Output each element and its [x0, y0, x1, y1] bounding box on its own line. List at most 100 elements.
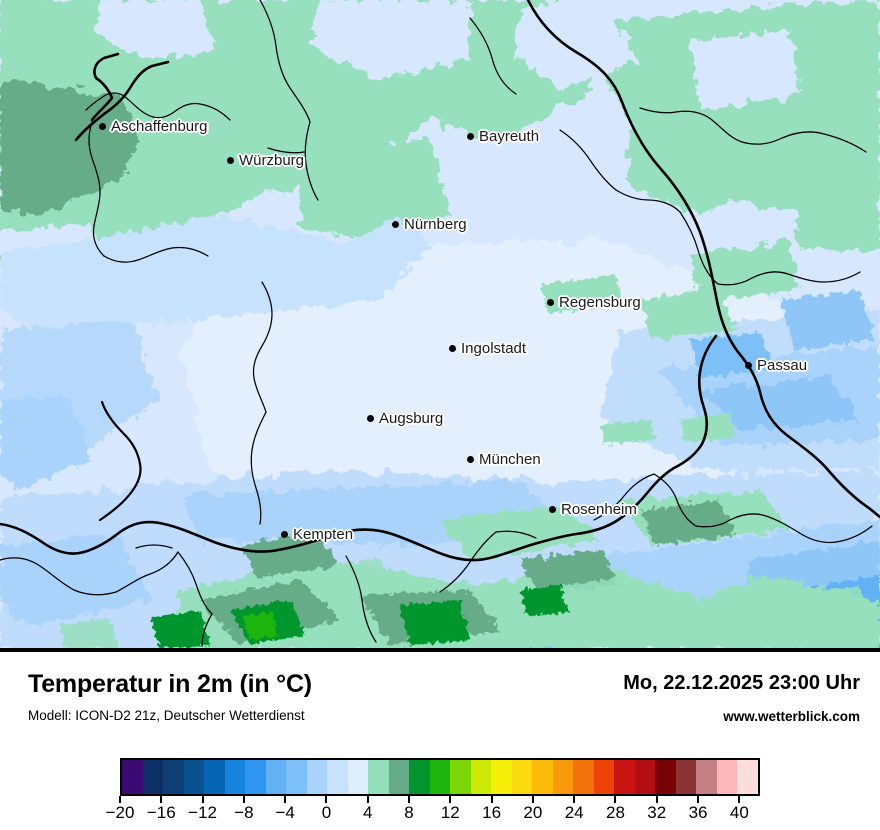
colorbar-swatch	[142, 760, 164, 794]
city-marker: Augsburg	[367, 411, 443, 426]
colorbar-tick-label: 32	[647, 803, 667, 822]
colorbar-swatch	[614, 760, 635, 794]
colorbar-tick-label: 16	[482, 803, 502, 822]
colorbar-tick-label: 20	[523, 803, 543, 822]
temperature-field	[0, 0, 880, 650]
colorbar-tick	[531, 796, 534, 803]
colorbar-tick	[119, 796, 121, 803]
colorbar-swatch	[388, 760, 410, 794]
colorbar-tick	[697, 796, 700, 803]
colorbar-tick	[614, 796, 617, 803]
city-label: Aschaffenburg	[111, 118, 208, 135]
colorbar-swatch	[183, 760, 205, 794]
colorbar-swatch	[593, 760, 615, 794]
city-label: Augsburg	[379, 410, 444, 427]
colorbar-tick-label: 24	[564, 803, 584, 822]
colorbar-swatch	[470, 760, 492, 794]
city-marker: Würzburg	[227, 153, 304, 168]
colorbar-swatch	[265, 760, 287, 794]
colorbar-swatch	[655, 760, 676, 794]
colorbar-swatch	[306, 760, 328, 794]
colorbar-tick-label: −16	[146, 803, 176, 822]
colorbar-swatch	[716, 760, 738, 794]
city-label: Würzburg	[239, 152, 305, 169]
colorbar-tick-label: −8	[234, 803, 254, 822]
city-dot-icon	[547, 299, 554, 306]
colorbar-swatch	[573, 760, 594, 794]
city-label: Kempten	[293, 526, 354, 543]
colorbar-tick-label: −20	[105, 803, 135, 822]
colorbar-swatch	[450, 760, 471, 794]
colorbar-swatch	[737, 760, 758, 794]
city-dot-icon	[281, 531, 288, 538]
city-dot-icon	[745, 362, 752, 369]
city-dot-icon	[227, 157, 234, 164]
colorbar-tick-label: 8	[404, 803, 414, 822]
colorbar-tick	[201, 796, 204, 803]
model-subtitle: Modell: ICON-D2 21z, Deutscher Wetterdie…	[28, 708, 305, 723]
colorbar-swatch	[511, 760, 533, 794]
city-marker: Ingolstadt	[449, 341, 526, 356]
colorbar-swatch	[552, 760, 574, 794]
city-label: Rosenheim	[561, 501, 637, 518]
page-title: Temperatur in 2m (in °C)	[28, 670, 312, 698]
colorbar-tick-label: 0	[321, 803, 332, 822]
city-marker: Kempten	[281, 527, 353, 542]
colorbar-ticks	[119, 796, 760, 803]
colorbar-swatch	[163, 760, 184, 794]
colorbar-swatch	[491, 760, 512, 794]
colorbar-swatch	[368, 760, 389, 794]
colorbar-tick-label: 4	[363, 803, 373, 822]
valid-timestamp: Mo, 22.12.2025 23:00 Uhr	[623, 672, 860, 694]
colorbar-tick-label: −12	[188, 803, 217, 822]
colorbar-tick	[284, 796, 287, 803]
colorbar-tick	[655, 796, 658, 803]
colorbar-tick	[490, 796, 493, 803]
city-label: Ingolstadt	[461, 340, 527, 357]
colorbar-swatch	[286, 760, 307, 794]
city-dot-icon	[467, 456, 474, 463]
map-footer: Temperatur in 2m (in °C) Modell: ICON-D2…	[0, 652, 880, 762]
colorbar-tick	[366, 796, 369, 803]
colorbar-tick	[242, 796, 245, 803]
colorbar-tick	[449, 796, 452, 803]
temperature-map[interactable]: Aschaffenburg Würzburg Bayreuth Nürnberg Reg…	[0, 0, 880, 652]
colorbar-tick-label: 40	[729, 803, 749, 822]
city-marker: Aschaffenburg	[99, 119, 207, 134]
colorbar-tick	[160, 796, 163, 803]
colorbar-tick	[325, 796, 328, 803]
city-marker: Nürnberg	[392, 217, 467, 232]
colorbar-swatch	[224, 760, 246, 794]
colorbar-swatch	[409, 760, 430, 794]
city-marker: Rosenheim	[549, 502, 637, 517]
city-marker: Regensburg	[547, 295, 641, 310]
website-credit: www.wetterblick.com	[723, 709, 860, 724]
city-dot-icon	[467, 133, 474, 140]
city-dot-icon	[367, 415, 374, 422]
colorbar-tick-label: 36	[688, 803, 708, 822]
city-marker: Bayreuth	[467, 129, 539, 144]
colorbar-swatch	[122, 760, 143, 794]
colorbar-swatch	[327, 760, 348, 794]
colorbar-swatches	[120, 758, 760, 796]
city-dot-icon	[99, 123, 106, 130]
colorbar-swatch	[347, 760, 369, 794]
colorbar-tick-label: 28	[606, 803, 625, 822]
colorbar-swatch	[245, 760, 266, 794]
colorbar-swatch	[675, 760, 697, 794]
city-dot-icon	[392, 221, 399, 228]
colorbar-swatch	[634, 760, 656, 794]
temperature-colorbar: −20 −16 −12 −8 −4 0 4 8 12 16 20 24 28 32 36 40	[0, 752, 880, 830]
city-label: Passau	[757, 357, 808, 374]
colorbar-swatch	[532, 760, 553, 794]
city-label: Nürnberg	[404, 216, 467, 233]
city-label: München	[479, 451, 541, 468]
colorbar-tick-label: −4	[275, 803, 295, 822]
city-marker: Passau	[745, 358, 807, 373]
city-label: Regensburg	[559, 294, 641, 311]
colorbar-tick-labels: −20 −16 −12 −8 −4 0 4 8 12 16 20 24 28 32 36 40	[0, 803, 880, 829]
city-marker: München	[467, 452, 541, 467]
colorbar-swatch	[429, 760, 451, 794]
city-dot-icon	[549, 506, 556, 513]
